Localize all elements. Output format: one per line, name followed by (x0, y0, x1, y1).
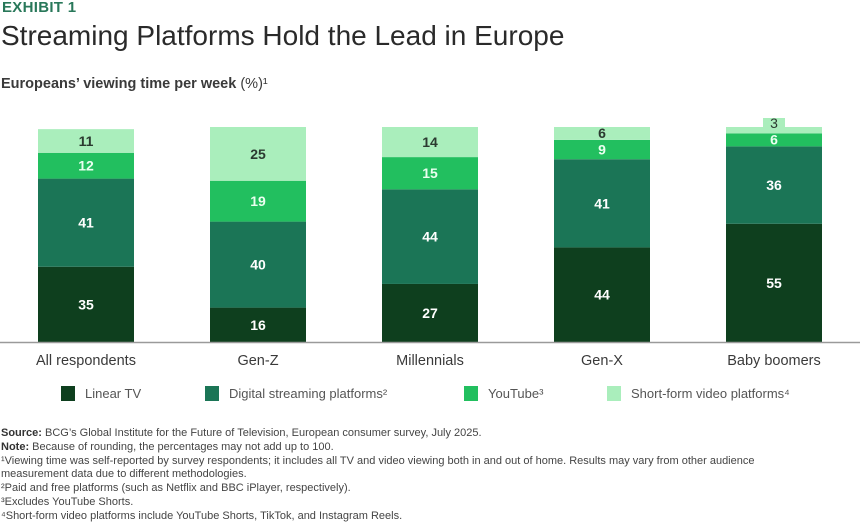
category-label-gen-z: Gen-Z (237, 353, 278, 369)
data-label-baby-boomers-digital-streaming-platforms: 36 (766, 177, 782, 193)
data-label-gen-z-linear-tv: 16 (250, 317, 266, 333)
exhibit-label: EXHIBIT 1 (2, 0, 77, 16)
bar-segment-all-respondents-short-form-video-platforms (38, 129, 134, 153)
chart-subtitle: Europeans’ viewing time per week (%)¹ (1, 76, 268, 92)
legend-swatch-digital-streaming-platforms (205, 386, 219, 401)
note-text: Because of rounding, the percentages may… (29, 440, 334, 453)
data-label-baby-boomers-short-form-video-platforms: 3 (770, 115, 778, 131)
bar-segment-millennials-youtube (382, 157, 478, 190)
legend-item-digital-streaming-platforms: Digital streaming platforms² (205, 386, 387, 401)
bar-segment-millennials-short-form-video-platforms (382, 127, 478, 158)
legend-swatch-youtube (464, 386, 478, 401)
subtitle-unit: (%)¹ (240, 76, 268, 92)
footnote-3: ³Excludes YouTube Shorts. (1, 495, 134, 508)
data-label-millennials-youtube: 15 (422, 165, 438, 181)
data-label-gen-z-digital-streaming-platforms: 40 (250, 257, 266, 273)
data-label-millennials-short-form-video-platforms: 14 (422, 134, 438, 150)
legend-label-digital-streaming-platforms: Digital streaming platforms² (229, 386, 388, 401)
category-labels-group: All respondents Gen-Z Millennials Gen-X Baby… (36, 353, 821, 369)
data-label-gen-x-digital-streaming-platforms: 41 (594, 195, 610, 211)
data-label-millennials-linear-tv: 27 (422, 305, 438, 321)
category-label-millennials: Millennials (396, 353, 464, 369)
bar-segment-gen-x-digital-streaming-platforms (554, 159, 650, 248)
bar-segment-baby-boomers-digital-streaming-platforms (726, 146, 822, 224)
source-label: Source: (1, 427, 42, 439)
bar-segment-millennials-linear-tv (382, 283, 478, 342)
bar-segment-gen-z-linear-tv (210, 307, 306, 342)
source-note: Source: BCG’s Global Institute for the F… (1, 427, 859, 441)
legend-swatch-short-form-video-platforms (607, 386, 621, 401)
data-label-gen-x-short-form-video-platforms: 6 (598, 125, 606, 141)
data-label-gen-z-short-form-video-platforms: 25 (250, 146, 266, 162)
legend-label-youtube: YouTube³ (488, 386, 544, 401)
legend-swatch-linear-tv (61, 386, 75, 401)
footnote-1-cont: measurement data due to different method… (1, 468, 247, 481)
footnote-2: ²Paid and free platforms (such as Netfli… (1, 482, 351, 495)
footnote-4: ⁴Short-form video platforms include YouT… (1, 509, 403, 522)
category-label-baby-boomers: Baby boomers (727, 353, 821, 369)
bar-segment-all-respondents-linear-tv (38, 266, 134, 342)
bar-segment-gen-z-digital-streaming-platforms (210, 221, 306, 308)
data-label-all-respondents-short-form-video-platforms: 11 (79, 133, 94, 149)
data-label-baby-boomers-youtube: 6 (770, 131, 778, 147)
bar-segment-baby-boomers-short-form-video-platforms (726, 127, 822, 134)
footnotes: Source: BCG’s Global Institute for the F… (1, 427, 859, 524)
category-label-gen-x: Gen-X (581, 353, 623, 369)
bar-segment-gen-z-short-form-video-platforms (210, 127, 306, 181)
legend-item-short-form-video-platforms: Short-form video platforms⁴ (607, 386, 790, 401)
bar-segment-gen-x-linear-tv (554, 247, 650, 342)
bar-segment-all-respondents-digital-streaming-platforms (38, 178, 134, 267)
data-label-tab-baby-boomers-short-form-video-platforms (763, 118, 785, 128)
bar-segment-gen-x-youtube (554, 139, 650, 160)
footnote-1: ¹Viewing time was self-reported by surve… (1, 454, 755, 467)
category-label-all-respondents: All respondents (36, 353, 136, 369)
legend-item-linear-tv: Linear TV (61, 386, 141, 401)
data-label-gen-x-linear-tv: 44 (594, 287, 610, 303)
legend-label-short-form-video-platforms: Short-form video platforms⁴ (631, 386, 790, 401)
data-label-all-respondents-linear-tv: 35 (78, 296, 94, 312)
data-label-baby-boomers-linear-tv: 55 (766, 275, 782, 291)
bar-segment-baby-boomers-linear-tv (726, 223, 822, 342)
note-label: Note: (1, 440, 30, 453)
bar-segment-baby-boomers-youtube (726, 133, 822, 147)
data-label-all-respondents-digital-streaming-platforms: 41 (78, 215, 94, 231)
subtitle-text: Europeans’ viewing time per week (1, 76, 237, 92)
bar-segment-gen-x-short-form-video-platforms (554, 127, 650, 140)
legend-item-youtube: YouTube³ (464, 386, 543, 401)
data-label-gen-z-youtube: 19 (250, 193, 266, 209)
chart-title: Streaming Platforms Hold the Lead in Eur… (1, 20, 565, 51)
legend-label-linear-tv: Linear TV (85, 386, 142, 401)
data-label-millennials-digital-streaming-platforms: 44 (422, 229, 438, 245)
rounding-note: Note: Because of rounding, the percentag… (1, 441, 859, 455)
data-label-gen-x-youtube: 9 (598, 142, 606, 158)
data-label-all-respondents-youtube: 12 (78, 158, 94, 174)
legend: Linear TV Digital streaming platforms² You… (0, 386, 860, 408)
source-text: BCG’s Global Institute for the Future of… (41, 427, 482, 439)
bar-segment-millennials-digital-streaming-platforms (382, 189, 478, 284)
bar-segment-all-respondents-youtube (38, 152, 134, 179)
bar-segment-gen-z-youtube (210, 180, 306, 222)
